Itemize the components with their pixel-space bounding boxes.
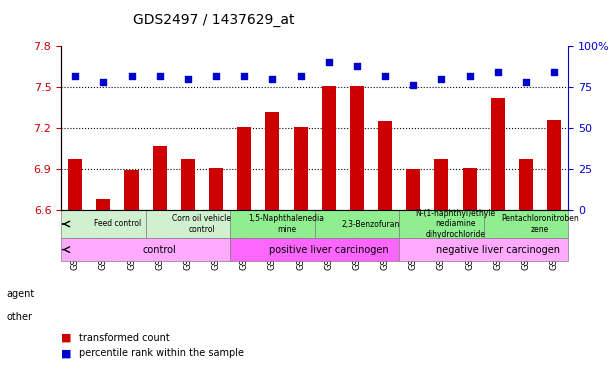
Bar (153, 146, 167, 210)
FancyBboxPatch shape (484, 210, 568, 238)
Point (436, 76, 446, 82)
Point (493, 69, 503, 75)
FancyBboxPatch shape (315, 210, 399, 238)
Point (352, 63, 362, 69)
Text: Corn oil vehicle
control: Corn oil vehicle control (172, 214, 232, 234)
Point (183, 76, 193, 82)
Text: positive liver carcinogen: positive liver carcinogen (269, 245, 389, 255)
Bar (209, 167, 223, 210)
Point (296, 73, 306, 79)
Bar (322, 86, 336, 210)
Text: ■: ■ (61, 348, 71, 358)
Text: negative liver carcinogen: negative liver carcinogen (436, 245, 560, 255)
Text: ■: ■ (61, 333, 71, 343)
FancyBboxPatch shape (230, 238, 399, 261)
Point (465, 73, 475, 79)
Point (521, 79, 531, 85)
Point (268, 76, 277, 82)
FancyBboxPatch shape (145, 210, 230, 238)
Point (155, 73, 164, 79)
Point (98, 79, 108, 85)
Bar (378, 121, 392, 210)
Bar (406, 169, 420, 210)
Bar (68, 159, 82, 210)
Bar (237, 127, 251, 210)
Bar (125, 170, 139, 210)
Text: control: control (143, 245, 177, 255)
Bar (463, 167, 477, 210)
Bar (293, 127, 307, 210)
Point (126, 73, 136, 79)
Point (408, 82, 418, 88)
Bar (265, 112, 279, 210)
Bar (97, 199, 111, 210)
Text: Feed control: Feed control (94, 220, 141, 228)
Text: GDS2497 / 1437629_at: GDS2497 / 1437629_at (133, 13, 295, 27)
Text: 2,3-Benzofuran: 2,3-Benzofuran (342, 220, 400, 228)
Bar (491, 98, 505, 210)
Text: N-(1-naphthyl)ethyle
nediamine
dihydrochloride: N-(1-naphthyl)ethyle nediamine dihydroch… (415, 209, 496, 239)
Point (70, 73, 80, 79)
Bar (547, 120, 561, 210)
FancyBboxPatch shape (399, 238, 568, 261)
Text: other: other (6, 312, 32, 322)
FancyBboxPatch shape (61, 238, 230, 261)
Text: percentile rank within the sample: percentile rank within the sample (79, 348, 244, 358)
Point (549, 69, 559, 75)
Point (211, 73, 221, 79)
Bar (519, 159, 533, 210)
Text: transformed count: transformed count (79, 333, 170, 343)
Bar (181, 159, 195, 210)
Point (380, 73, 390, 79)
Bar (350, 86, 364, 210)
Text: agent: agent (6, 289, 34, 299)
Point (240, 73, 249, 79)
Text: 1,5-Naphthalenedia
mine: 1,5-Naphthalenedia mine (249, 214, 324, 234)
FancyBboxPatch shape (61, 210, 145, 238)
Text: Pentachloronitroben
zene: Pentachloronitroben zene (501, 214, 579, 234)
FancyBboxPatch shape (230, 210, 315, 238)
FancyBboxPatch shape (399, 210, 484, 238)
Bar (434, 159, 448, 210)
Point (324, 60, 334, 66)
